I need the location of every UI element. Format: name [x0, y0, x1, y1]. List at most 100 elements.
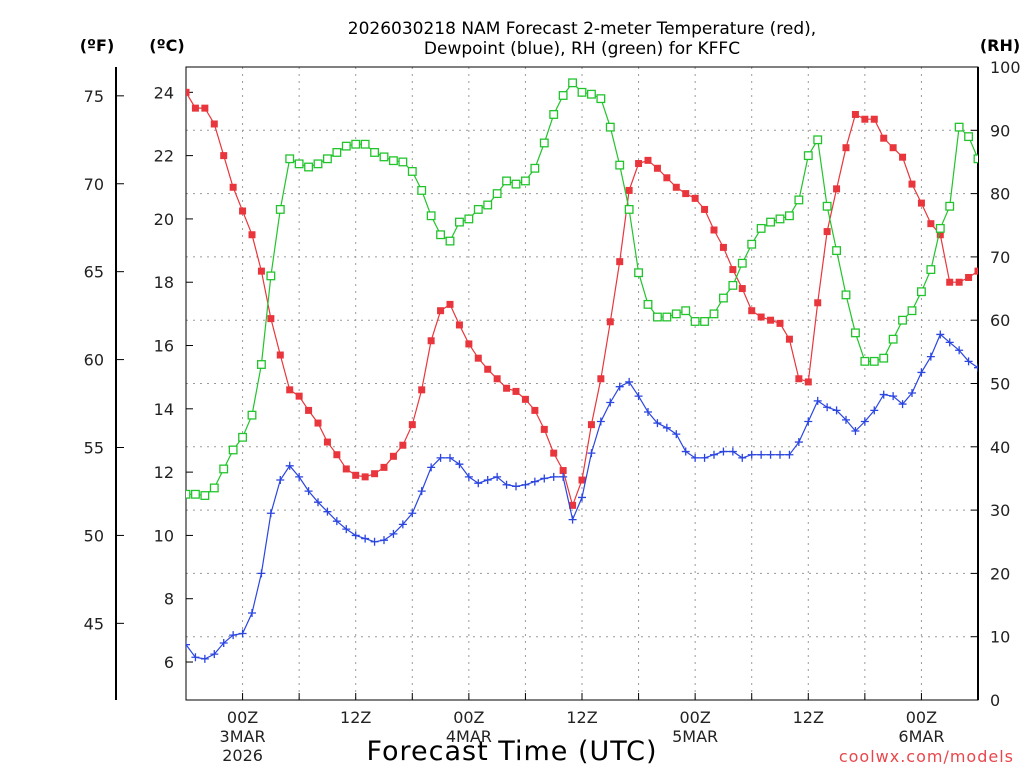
fahrenheit-tick-label: 60: [84, 351, 104, 370]
rh-point: [426, 211, 436, 221]
celsius-tick-label: 8: [164, 590, 174, 609]
2-meter-temperature-point: [248, 231, 256, 239]
2-meter-temperature-point: [521, 395, 529, 403]
dewpoint-point: [238, 629, 247, 638]
2-meter-temperature-point: [186, 88, 190, 96]
dewpoint-point: [540, 474, 549, 483]
2-meter-temperature-point: [804, 378, 812, 386]
dewpoint-point: [728, 447, 737, 456]
rh-point: [935, 223, 945, 233]
chart-title-line-2: Dewpoint (blue), RH (green) for KFFC: [424, 39, 740, 59]
2-meter-temperature-point: [323, 438, 331, 446]
rh-point: [219, 464, 229, 474]
2-meter-temperature-point: [371, 470, 379, 478]
rh-point: [756, 223, 766, 233]
rh-point: [388, 156, 398, 166]
series-layer: [186, 78, 978, 663]
rh-point: [379, 152, 389, 162]
dewpoint-point: [908, 388, 916, 397]
rh-point: [832, 246, 842, 256]
2-meter-temperature-point: [955, 278, 963, 286]
2-meter-temperature-point: [201, 104, 209, 112]
dewpoint-point: [186, 640, 190, 649]
2-meter-temperature-point: [851, 110, 859, 118]
rh-point: [322, 154, 332, 164]
2-meter-temperature-point: [833, 185, 841, 193]
x-tick-time-label: 12Z: [566, 708, 597, 727]
dewpoint-point: [210, 650, 219, 659]
dewpoint-point: [860, 417, 869, 426]
dewpoint-point: [710, 450, 718, 459]
rh-point: [492, 189, 502, 199]
dewpoint-point: [596, 417, 605, 426]
rh-point: [718, 293, 728, 303]
fahrenheit-axis-unit: (ºF): [80, 36, 115, 55]
rh-point: [238, 432, 248, 442]
rh-point: [747, 239, 757, 249]
2-meter-temperature-point: [333, 451, 341, 459]
x-tick-date-label: 4MAR: [446, 727, 492, 746]
rh-point: [530, 163, 540, 173]
dewpoint-point: [681, 447, 690, 456]
dewpoint-point: [926, 352, 935, 361]
fahrenheit-tick-label: 65: [84, 263, 104, 282]
rh-tick-label: 30: [990, 501, 1010, 520]
rh-point: [803, 151, 813, 161]
dewpoint-point: [823, 403, 832, 412]
2-meter-temperature-point: [908, 180, 916, 188]
celsius-tick-label: 6: [164, 653, 174, 672]
rh-tick-label: 40: [990, 438, 1010, 457]
2-meter-temperature-point: [635, 160, 643, 168]
dewpoint-point: [427, 463, 436, 472]
rh-point: [964, 132, 974, 142]
rh-point: [275, 204, 285, 214]
2-meter-temperature-point: [493, 375, 501, 383]
2-meter-temperature-point: [512, 387, 520, 395]
rh-point: [784, 211, 794, 221]
dewpoint-point: [200, 654, 209, 663]
source-credit: coolwx.com/models: [839, 747, 1014, 766]
celsius-tick-label: 16: [154, 337, 174, 356]
2-meter-temperature-point: [710, 226, 718, 234]
dewpoint-point: [672, 430, 681, 439]
dewpoint-point: [945, 338, 954, 347]
rh-point: [351, 139, 361, 149]
2-meter-temperature-point: [889, 144, 897, 152]
2-meter-temperature-point: [446, 300, 454, 308]
celsius-tick-label: 18: [154, 273, 174, 292]
rh-point: [313, 159, 323, 169]
2-meter-temperature-point: [748, 307, 756, 315]
dewpoint-point: [219, 639, 228, 648]
dewpoint-point: [266, 509, 275, 518]
rh-point: [728, 280, 738, 290]
rh-point: [285, 154, 295, 164]
2-meter-temperature-point: [559, 467, 567, 475]
dewpoint-point: [578, 493, 586, 502]
celsius-tick-label: 20: [154, 210, 174, 229]
rh-point: [794, 195, 804, 205]
x-tick-time-label: 00Z: [679, 708, 710, 727]
rh-point: [190, 489, 200, 499]
rh-point: [926, 265, 936, 275]
dewpoint-point: [549, 472, 558, 481]
2-meter-temperature-point: [682, 190, 690, 198]
rh-point: [558, 91, 568, 100]
2-meter-temperature-point: [936, 231, 944, 239]
rh-point: [445, 236, 455, 246]
2-meter-temperature-point: [437, 307, 445, 315]
dewpoint-point: [493, 472, 502, 481]
2-meter-temperature-point: [917, 199, 925, 207]
dewpoint-point: [842, 415, 850, 424]
2-meter-temperature-point: [276, 351, 284, 359]
dewpoint-point: [794, 438, 803, 447]
2-meter-temperature-point: [729, 266, 737, 274]
dewpoint-point: [813, 396, 822, 405]
dewpoint-point: [276, 476, 285, 485]
rh-point: [671, 309, 681, 319]
2-meter-temperature-point: [701, 205, 709, 213]
x-tick-time-label: 00Z: [906, 708, 937, 727]
dewpoint-point: [870, 406, 879, 415]
dewpoint-point: [530, 477, 539, 486]
2-meter-temperature-point: [295, 392, 303, 400]
